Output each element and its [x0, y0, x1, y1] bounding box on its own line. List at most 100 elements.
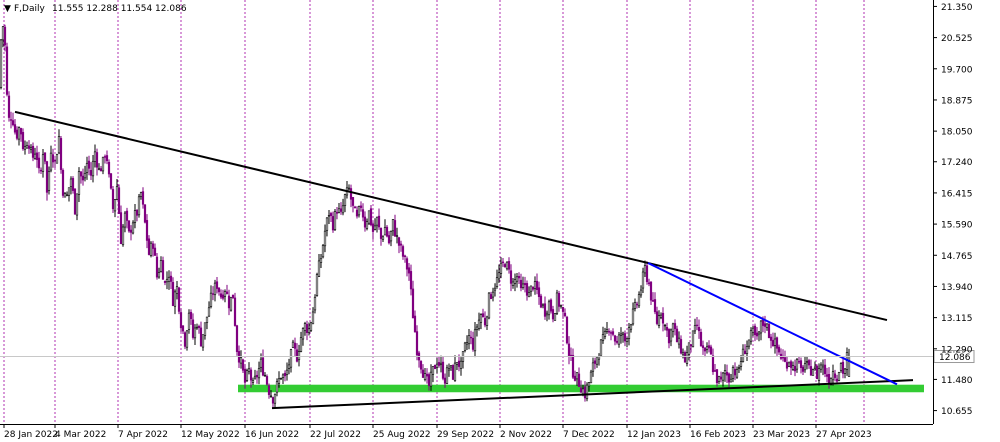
- candle-body: [211, 293, 215, 295]
- candle-body: [15, 129, 19, 139]
- candle-body: [431, 366, 435, 375]
- candle-body: [719, 376, 723, 380]
- candle-body: [485, 316, 489, 327]
- candle-body: [233, 297, 237, 326]
- candle-body: [361, 209, 365, 218]
- candle-body: [107, 161, 111, 175]
- candle-body: [745, 346, 749, 355]
- candle-body: [773, 338, 777, 346]
- candle-body: [343, 194, 347, 206]
- candle-body: [35, 152, 39, 160]
- candle-body: [311, 311, 315, 325]
- candle-body: [93, 151, 97, 162]
- candle-body: [777, 346, 781, 353]
- candle-body: [525, 283, 529, 296]
- candle-body: [679, 339, 683, 354]
- candle-body: [655, 311, 659, 324]
- collapse-arrow-icon[interactable]: ▼: [4, 4, 11, 14]
- candle-body: [463, 342, 467, 351]
- candle-body: [717, 375, 721, 382]
- candle-body: [827, 373, 831, 385]
- candle-body: [169, 275, 173, 282]
- candle-body: [835, 378, 839, 382]
- candle-body: [425, 373, 429, 377]
- candle-body: [143, 204, 147, 223]
- candle-body: [813, 366, 817, 369]
- candle-body: [635, 303, 639, 306]
- candle-body: [113, 199, 117, 212]
- candle-body: [395, 235, 399, 237]
- candle-body: [45, 161, 49, 193]
- candle-body: [667, 328, 671, 344]
- candle-body: [133, 210, 137, 223]
- candle-body: [627, 327, 631, 339]
- candle-body: [683, 352, 687, 363]
- candle-body: [227, 295, 231, 309]
- candle-body: [309, 322, 313, 331]
- price-tag-label: 12.086: [939, 353, 971, 363]
- candle-body: [109, 173, 113, 189]
- chart-header: ▼ F,Daily 11.555 12.288 11.554 12.086: [4, 4, 187, 14]
- candle-body: [693, 325, 697, 332]
- candle-body: [455, 362, 459, 365]
- candle-body: [283, 372, 287, 377]
- candle-body: [449, 365, 453, 368]
- x-tick-label-9: 7 Dec 2022: [563, 430, 615, 440]
- candle-body: [111, 189, 115, 210]
- y-tick-label-0: 21.350: [941, 3, 973, 13]
- candle-body: [595, 356, 599, 365]
- candle-body: [585, 384, 589, 400]
- candle-body: [721, 372, 725, 381]
- candle-body: [441, 361, 445, 379]
- candle-body: [319, 258, 323, 263]
- candle-body: [769, 336, 773, 341]
- candle-body: [583, 386, 587, 399]
- y-tick-label-8: 14.765: [941, 252, 973, 262]
- candle-body: [315, 274, 319, 296]
- candle-body: [159, 260, 163, 273]
- candle-body: [469, 336, 473, 339]
- candle-body: [547, 301, 551, 316]
- candle-body: [429, 371, 433, 387]
- candle-body: [47, 171, 51, 191]
- candle-body: [699, 331, 703, 347]
- candle-body: [651, 300, 655, 302]
- candle-body: [695, 324, 699, 327]
- candle-body: [365, 221, 369, 229]
- candle-body: [297, 351, 301, 361]
- candle-body: [301, 328, 305, 340]
- candle-body: [401, 246, 405, 257]
- candle-body: [379, 227, 383, 239]
- candle-body: [259, 358, 263, 368]
- candle-body: [61, 169, 65, 196]
- x-tick-label-5: 22 Jul 2022: [310, 430, 361, 440]
- candle-body: [149, 242, 153, 256]
- candle-body: [569, 354, 573, 357]
- candle-body: [685, 352, 689, 364]
- x-tick-label-0: 28 Jan 2022: [4, 430, 58, 440]
- candle-body: [697, 327, 701, 332]
- candle-body: [223, 291, 227, 297]
- candle-body: [809, 366, 813, 376]
- candle-body: [713, 370, 717, 372]
- candle-body: [751, 327, 755, 333]
- candle-body: [479, 314, 483, 323]
- candle-body: [63, 193, 67, 198]
- candle-body: [675, 328, 679, 343]
- candle-body: [131, 222, 135, 234]
- candle-body: [163, 280, 167, 283]
- candle-body: [231, 294, 235, 299]
- candle-body: [621, 332, 625, 335]
- candle-body: [841, 361, 845, 374]
- candle-body: [335, 211, 339, 214]
- candle-body: [331, 216, 335, 231]
- candle-body: [491, 291, 495, 298]
- candle-body: [103, 156, 107, 158]
- candle-body: [389, 230, 393, 242]
- candle-body: [5, 46, 9, 95]
- candle-body: [807, 360, 811, 366]
- candle-body: [313, 296, 317, 311]
- candle-body: [615, 340, 619, 343]
- candle-body: [275, 381, 279, 393]
- candle-body: [477, 319, 481, 329]
